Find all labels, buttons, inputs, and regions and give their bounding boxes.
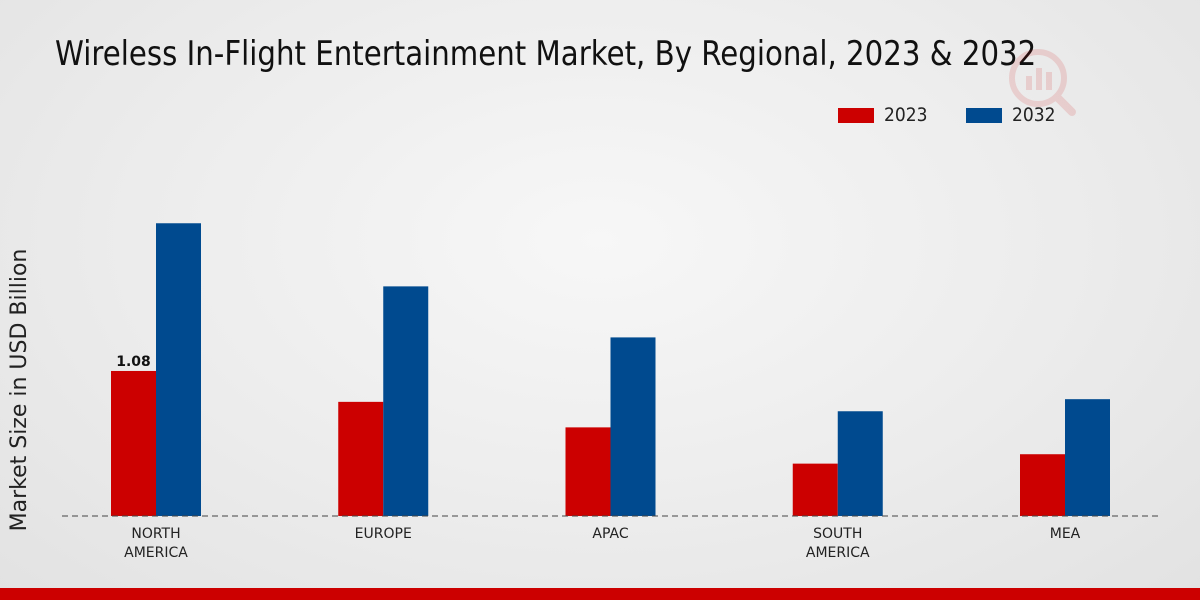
- legend-label-2023: 2023: [884, 104, 928, 126]
- x-tick-label-1: EUROPE: [355, 526, 412, 542]
- x-tick-label-2: APAC: [592, 526, 628, 542]
- bar-2032-4: [1065, 399, 1110, 516]
- x-tick-label-line: MEA: [1050, 526, 1081, 542]
- data-label-0: 1.08: [116, 354, 151, 370]
- x-tick-label-line: NORTH: [131, 526, 180, 542]
- x-tick-label-line: SOUTH: [813, 526, 862, 542]
- bar-2023-2: [565, 427, 611, 516]
- bar-2032-0: [156, 223, 201, 516]
- bar-2023-0: [111, 370, 156, 516]
- bar-2032-3: [837, 411, 883, 516]
- bars-group: 1.08: [111, 223, 1110, 516]
- x-tick-label-line: EUROPE: [355, 526, 412, 542]
- x-tick-label-4: MEA: [1050, 526, 1081, 542]
- x-tick-label-line: AMERICA: [806, 545, 870, 561]
- chart-title: Wireless In-Flight Entertainment Market,…: [55, 34, 1037, 74]
- legend-item-2023: 2023: [838, 104, 932, 126]
- bar-2023-3: [792, 463, 838, 516]
- y-axis-label: Market Size in USD Billion: [7, 249, 32, 532]
- legend-item-2032: 2032: [966, 104, 1060, 126]
- x-tick-label-line: AMERICA: [124, 545, 188, 561]
- legend-swatch-2032: [966, 107, 1003, 123]
- footer-bar: [0, 588, 1200, 600]
- legend-swatch-2023: [838, 107, 874, 123]
- x-tick-label-3: SOUTH AMERICA: [806, 526, 870, 561]
- legend: 2023 2032: [838, 104, 1095, 126]
- bar-2032-2: [610, 337, 656, 516]
- bar-2023-1: [338, 401, 384, 516]
- watermark-logo-icon: [1009, 49, 1076, 116]
- x-tick-label-0: NORTH AMERICA: [124, 526, 188, 561]
- bar-2023-4: [1020, 454, 1065, 516]
- x-tick-labels: NORTH AMERICA EUROPE APAC SOUTH AMERICA MEA: [124, 526, 1081, 561]
- legend-label-2032: 2032: [1012, 104, 1056, 126]
- bar-2032-1: [383, 286, 429, 516]
- x-tick-label-line: APAC: [592, 526, 628, 542]
